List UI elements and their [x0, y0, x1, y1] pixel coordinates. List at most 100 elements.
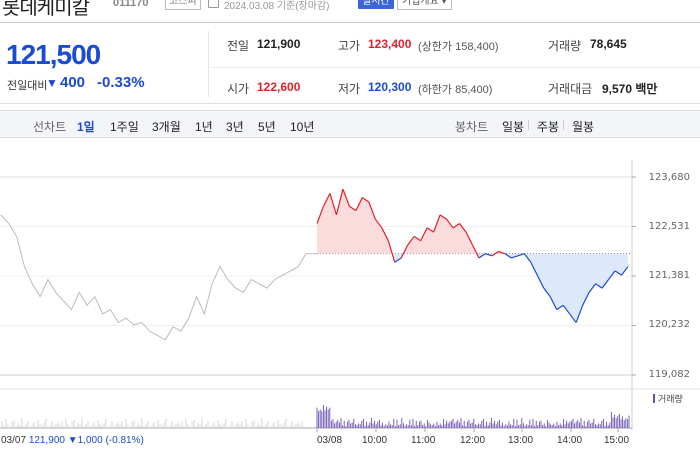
open-label: 시가 — [227, 82, 250, 96]
volume-label: 거래량 — [548, 39, 582, 53]
y-tick-label: 123,680 — [648, 172, 690, 183]
live-badge[interactable]: 실시간 — [358, 0, 394, 9]
volume-legend: 거래량 — [653, 392, 683, 405]
series-line-segment — [485, 253, 493, 257]
series-line-prev-day — [0, 214, 307, 341]
series-line-segment — [368, 201, 376, 220]
area-below-reference — [317, 253, 628, 323]
x-tick-label: 15:00 — [604, 435, 630, 446]
trade-value-label: 거래대금 — [548, 82, 593, 96]
series-line-segment — [471, 244, 480, 259]
stock-header: 롯데케미칼 011170 코스피 2024.03.08 기준(장마감) 실시간 … — [0, 0, 700, 19]
y-tick-label: 121,381 — [648, 270, 690, 281]
x-tick-label: 03/08 — [317, 435, 343, 446]
series-line-segment — [511, 255, 519, 259]
volume-value: 78,645 — [590, 37, 627, 51]
series-line-segment — [387, 240, 396, 263]
series-line-segment — [322, 193, 331, 207]
company-info-button[interactable]: 기업개요 ▾ — [397, 0, 452, 10]
series-line-segment — [349, 205, 357, 212]
y-tick-label: 122,531 — [648, 221, 690, 232]
series-line-segment — [536, 274, 545, 289]
down-arrow-icon: ▼ — [46, 76, 58, 90]
series-line-segment — [355, 197, 363, 211]
change-value: 400 — [60, 74, 86, 91]
series-line-segment — [556, 304, 564, 311]
series-line-segment — [452, 223, 460, 229]
volume-legend-swatch — [653, 394, 655, 403]
x-tick-label: 11:00 — [411, 435, 436, 446]
x-tick-label: 13:00 — [508, 435, 534, 446]
series-line-segment — [562, 304, 571, 315]
series-line-segment — [374, 218, 383, 229]
current-price: 121,500 — [6, 39, 101, 70]
tab-5-year[interactable]: 5년 — [258, 120, 276, 134]
divider — [208, 31, 209, 97]
series-line-segment — [549, 296, 558, 310]
series-line-segment — [362, 197, 370, 203]
series-line-segment — [446, 218, 454, 229]
divider — [528, 120, 529, 130]
stock-code: 011170 — [113, 0, 149, 9]
change-rate: -0.33% — [97, 74, 145, 91]
volume-legend-label: 거래량 — [658, 394, 683, 404]
high-label: 고가 — [338, 39, 361, 53]
series-line-segment — [316, 206, 325, 224]
tab-3-month[interactable]: 3개월 — [152, 120, 181, 134]
series-line-segment — [433, 214, 441, 233]
series-line-segment — [491, 250, 499, 257]
series-line-segment — [465, 231, 474, 246]
series-line-segment — [517, 253, 525, 257]
series-line-segment — [523, 253, 532, 263]
series-line-segment — [478, 253, 486, 259]
series-line-segment — [407, 236, 415, 246]
series-line-segment — [329, 193, 338, 216]
series-line-segment — [413, 235, 421, 242]
series-line-segment — [420, 227, 428, 242]
calendar-icon — [208, 0, 219, 8]
y-tick-label: 120,232 — [648, 319, 690, 330]
series-line-segment — [621, 266, 629, 276]
prev-close-label: 전일 — [227, 39, 250, 53]
footer-info: 03/07 121,900 ▼1,000 (-0.81%) — [1, 435, 144, 446]
tab-monthly-candle[interactable]: 월봉 — [572, 120, 595, 134]
date-text: 2024.03.08 기준(장마감) — [224, 1, 330, 12]
area-above-reference — [317, 189, 628, 254]
series-line-segment — [543, 287, 551, 298]
x-tick-label: 14:00 — [557, 435, 583, 446]
tab-1-year[interactable]: 1년 — [195, 120, 213, 134]
series-line-segment — [504, 253, 512, 259]
footer-price: 121,900 — [28, 435, 65, 446]
series-line-segment — [394, 257, 402, 263]
series-line-segment — [608, 270, 616, 280]
tab-1-week[interactable]: 1주일 — [110, 120, 139, 134]
tab-10-year[interactable]: 10년 — [290, 120, 315, 134]
series-line-segment — [575, 305, 584, 323]
prev-close-value: 121,900 — [257, 37, 301, 51]
stock-name: 롯데케미칼 — [2, 0, 90, 19]
series-line-segment — [400, 244, 409, 259]
trade-value: 9,570 백만 — [602, 82, 658, 96]
low-label: 저가 — [338, 82, 361, 96]
series-line-segment — [498, 250, 506, 255]
candle-chart-label: 봉차트 — [455, 120, 489, 134]
x-tick-label: 10:00 — [362, 435, 388, 446]
series-line-segment — [439, 214, 447, 220]
price-summary: 121,500 전일대비 ▼ 400 -0.33% 전일 121,900 고가 … — [0, 22, 700, 104]
series-line-segment — [601, 279, 610, 289]
tab-weekly-candle[interactable]: 주봉 — [537, 120, 560, 134]
tab-daily-candle[interactable]: 일봉 — [502, 120, 525, 134]
lower-limit: (하한가 85,400) — [418, 84, 493, 96]
line-chart-label: 선차트 — [33, 120, 67, 134]
tab-3-year[interactable]: 3년 — [226, 120, 244, 134]
series-line-segment — [335, 188, 344, 216]
series-line-segment — [569, 313, 577, 323]
price-chart[interactable]: 123,680 122,531 121,381 120,232 119,082 … — [0, 160, 700, 450]
tab-1-day[interactable]: 1일 — [77, 120, 95, 134]
series-line-segment — [381, 227, 389, 242]
y-tick-label: 119,082 — [648, 369, 690, 380]
x-tick-label: 12:00 — [460, 435, 486, 446]
period-tab-bar: 선차트 1일 1주일 3개월 1년 3년 5년 10년 봉차트 일봉 주봉 월봉 — [0, 110, 700, 138]
series-line-segment — [342, 188, 350, 207]
